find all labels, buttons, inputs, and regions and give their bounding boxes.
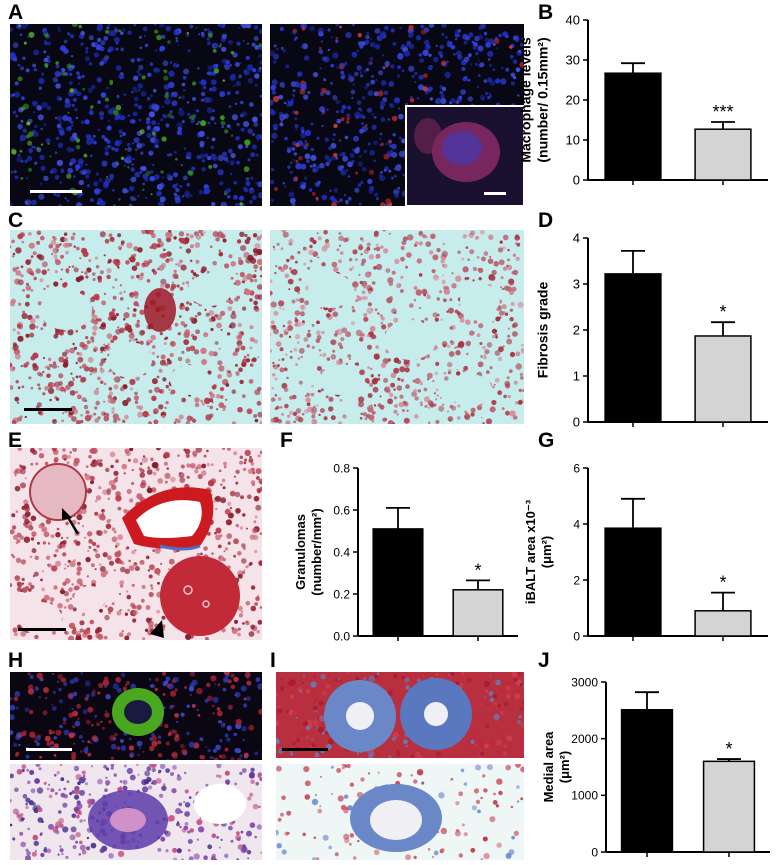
panel-label-c: C [8, 209, 24, 232]
tissue-image [10, 230, 262, 424]
y-tick-label: 2 [573, 573, 580, 587]
y-tick-label: 3 [573, 277, 580, 292]
inset-micrograph [405, 105, 524, 206]
arrow-icon-head [62, 508, 72, 520]
scale-bar [30, 190, 82, 193]
y-axis-label: (μm²) [557, 751, 572, 784]
chart-g: 0 2 4 6 * iBALT area x10⁻³ (μm²) [523, 440, 780, 652]
panel-label-j: J [538, 649, 550, 672]
y-tick-label: 6 [573, 461, 580, 475]
chart-b: 0 10 20 30 40 *** Macrophage levels (number/ 0.… [518, 0, 780, 212]
bar [604, 527, 662, 637]
y-tick-label: 20 [566, 93, 580, 108]
significance-marker: * [719, 573, 726, 593]
y-axis-label: (number/ 0.15mm²) [535, 37, 551, 162]
granuloma-large [160, 556, 240, 636]
y-axis-label: Macrophage levels [518, 37, 534, 162]
tissue-image [276, 764, 524, 860]
tissue-image [10, 448, 262, 640]
micrograph-c-left [10, 230, 262, 424]
bar [452, 589, 504, 637]
tissue-image [270, 230, 524, 424]
y-tick-label: 0.0 [333, 629, 350, 643]
y-tick-label: 4 [573, 517, 580, 531]
bar [604, 72, 662, 181]
panel-label-i: I [270, 649, 276, 672]
y-tick-label: 4 [573, 231, 580, 246]
bar [702, 760, 756, 853]
micrograph-e [10, 448, 262, 640]
micrograph-a-green [10, 24, 262, 206]
significance-marker: * [474, 560, 481, 580]
panel-label-d: D [538, 209, 554, 232]
micrograph-a-red [270, 24, 524, 206]
panel-label-g: G [538, 429, 555, 452]
micrograph-h-top [10, 672, 262, 760]
scale-bar [26, 748, 72, 751]
y-axis-label: (number/mm²) [309, 508, 324, 595]
scale-bar [24, 408, 72, 411]
significance-marker: * [725, 739, 732, 759]
significance-marker: * [719, 302, 726, 322]
tissue-image [10, 764, 262, 860]
y-tick-label: 0 [573, 173, 580, 188]
y-tick-label: 0.8 [333, 461, 350, 475]
y-tick-label: 3000 [571, 675, 598, 689]
y-tick-label: 1 [573, 369, 580, 384]
bar [694, 128, 752, 181]
micrograph-h-bottom [10, 764, 262, 860]
fluor-image-vessel [10, 672, 262, 760]
cell-texture [10, 764, 262, 860]
fluor-image-red [270, 24, 524, 206]
y-axis-label: Granulomas [293, 514, 308, 590]
tissue-image [276, 672, 524, 758]
panel-label-h: H [8, 649, 24, 672]
bar [372, 528, 424, 637]
y-tick-label: 1000 [571, 789, 598, 803]
chart-f: 0.0 0.2 0.4 0.6 0.8 * Granulomas (number/mm²) [274, 440, 528, 652]
y-axis-label: (μm²) [539, 536, 554, 569]
bar [694, 335, 752, 423]
y-tick-label: 0.2 [333, 587, 350, 601]
y-tick-label: 0 [573, 629, 580, 643]
y-axis-label: Fibrosis grade [535, 282, 551, 379]
panel-label-f: F [280, 429, 293, 452]
cell-texture [11, 24, 262, 206]
bar [694, 610, 752, 637]
significance-marker: *** [712, 102, 733, 122]
bar [604, 273, 662, 423]
y-tick-label: 0.4 [333, 545, 350, 559]
bar [620, 709, 674, 853]
micrograph-i-bottom [276, 764, 524, 860]
panel-label-b: B [538, 1, 554, 24]
y-tick-label: 40 [566, 13, 580, 28]
y-tick-label: 0 [573, 415, 580, 430]
y-tick-label: 30 [566, 53, 580, 68]
y-axis-label: Medial area [541, 731, 556, 803]
cell-texture [10, 24, 262, 206]
y-tick-label: 0.6 [333, 503, 350, 517]
scale-bar [282, 748, 328, 751]
micrograph-c-right [270, 230, 524, 424]
y-axis-label: iBALT area x10⁻³ [523, 499, 538, 604]
chart-j: 0 1000 2000 3000 * Medial area (μm²) [530, 660, 780, 865]
inset-scale-bar [484, 192, 506, 195]
arrowhead-icon [150, 620, 164, 638]
scale-bar [18, 628, 66, 631]
granuloma [29, 463, 87, 521]
y-tick-label: 10 [566, 133, 580, 148]
y-tick-label: 2000 [571, 732, 598, 746]
panel-label-e: E [8, 429, 23, 452]
micrograph-i-top [276, 672, 524, 758]
y-tick-label: 2 [573, 323, 580, 338]
chart-d: 0 1 2 3 4 * Fibrosis grade [530, 220, 780, 432]
fluor-image-green [10, 24, 262, 206]
panel-label-a: A [8, 1, 24, 24]
y-tick-label: 0 [591, 845, 598, 859]
